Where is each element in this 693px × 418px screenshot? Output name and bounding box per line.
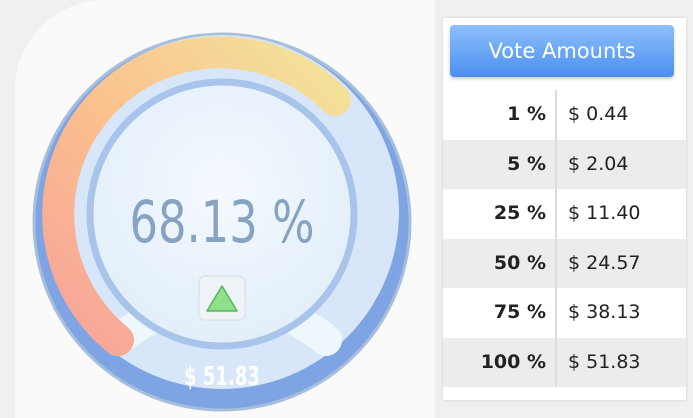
gauge-arc: [42, 36, 351, 356]
vote-amounts-panel: Vote Amounts 1 % $ 0.44 5 % $ 2.04 25 % $ 11.…: [443, 18, 686, 400]
amount-label: $ 51.83: [184, 362, 260, 392]
amount-cell: $ 51.83: [568, 350, 641, 373]
vote-table: 1 % $ 0.44 5 % $ 2.04 25 % $ 11.40 50 % $ 24.57…: [443, 90, 686, 387]
percent-cell: 100 %: [443, 337, 557, 387]
table-row: 5 % $ 2.04: [443, 139, 686, 189]
percent-cell: 1 %: [443, 90, 557, 140]
percent-label: 68.13 %: [130, 188, 315, 256]
amount-cell: $ 38.13: [568, 301, 641, 323]
up-arrow: [206, 285, 238, 312]
table-row: 75 % $ 38.13: [443, 288, 686, 338]
amount-cell: $ 2.04: [568, 152, 629, 175]
gauge-inner: [86, 78, 358, 350]
table-row: 25 % $ 11.40: [443, 189, 686, 239]
percent-cell: 50 %: [443, 238, 557, 288]
vote-amounts-button[interactable]: Vote Amounts: [450, 25, 674, 77]
percent-cell: 75 %: [443, 288, 557, 338]
gauge: 68.13 % $ 51.83: [32, 32, 412, 412]
percent-cell: 5 %: [443, 139, 557, 189]
table-row: 1 % $ 0.44: [443, 90, 686, 140]
table-row: 50 % $ 24.57: [443, 238, 686, 288]
amount-cell: $ 24.57: [568, 251, 641, 274]
percent-cell: 25 %: [443, 189, 557, 239]
table-row: 100 % $ 51.83: [443, 337, 686, 387]
amount-cell: $ 11.40: [568, 202, 641, 224]
amount-cell: $ 0.44: [568, 103, 629, 125]
